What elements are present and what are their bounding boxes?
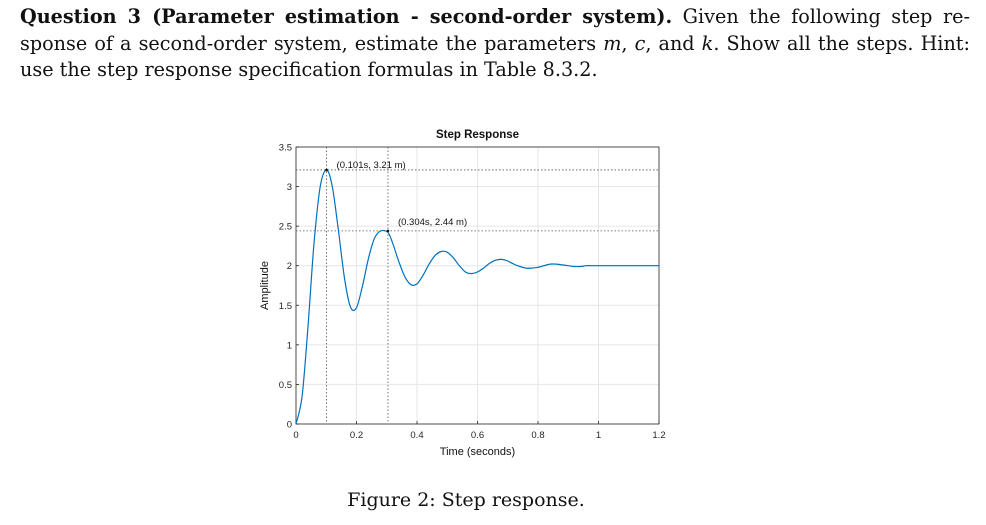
y-tick-label: 3.5 <box>279 143 292 154</box>
annotation-point <box>386 229 390 233</box>
question-line-2: sponse of a second-order system, estimat… <box>20 31 970 55</box>
x-tick-label: 0.4 <box>410 430 423 441</box>
y-tick-label: 0.5 <box>279 380 292 391</box>
x-tick-label: 0 <box>293 430 298 441</box>
question-heading: Question 3 (Parameter estimation - secon… <box>20 5 673 28</box>
x-axis-label: Time (seconds) <box>440 446 515 458</box>
question-line-3: use the step response specification form… <box>20 58 598 81</box>
annotation-label: (0.304s, 2.44 m) <box>398 217 467 228</box>
y-tick-label: 1.5 <box>279 301 292 312</box>
y-tick-label: 0 <box>287 420 292 431</box>
question-text: Question 3 (Parameter estimation - secon… <box>20 4 970 84</box>
y-tick-label: 1 <box>287 340 292 351</box>
x-tick-label: 1 <box>596 430 601 441</box>
figure-caption: Figure 2: Step response. <box>347 489 585 511</box>
x-tick-label: 0.8 <box>531 430 544 441</box>
y-tick-label: 3 <box>287 182 292 193</box>
y-tick-label: 2 <box>287 261 292 272</box>
annotation-label: (0.101s, 3.21 m) <box>337 160 406 171</box>
y-tick-label: 2.5 <box>279 222 292 233</box>
y-axis-label: Amplitude <box>259 261 271 310</box>
chart-title: Step Response <box>436 129 519 141</box>
step-response-line <box>295 169 659 425</box>
x-tick-label: 1.2 <box>652 430 665 441</box>
question-line-1: Question 3 (Parameter estimation - secon… <box>20 5 970 28</box>
annotation-point <box>325 168 328 172</box>
x-tick-label: 0.2 <box>350 430 363 441</box>
x-tick-label: 0.6 <box>471 430 484 441</box>
